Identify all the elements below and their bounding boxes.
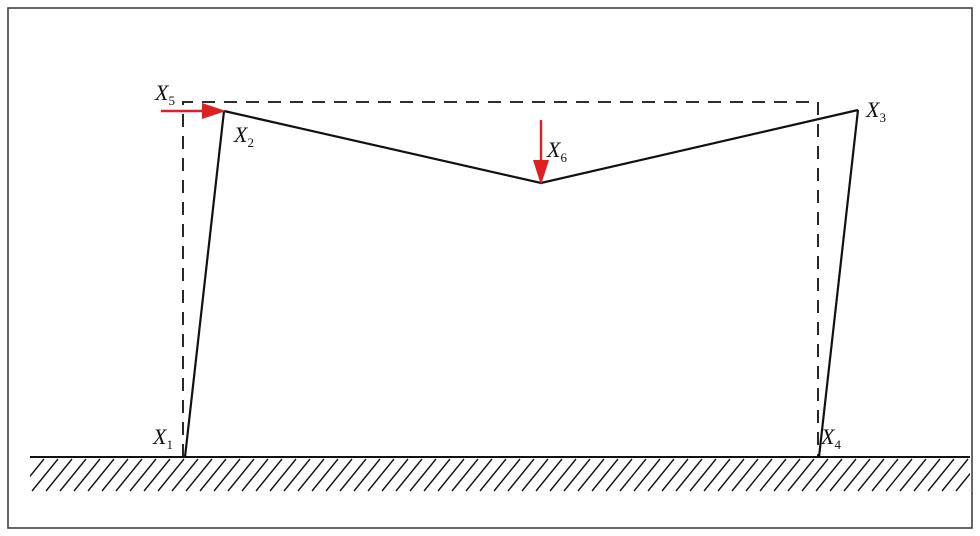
hatch-stroke <box>941 458 969 492</box>
hatch-stroke <box>759 458 787 492</box>
hatch-stroke <box>283 458 311 492</box>
hatch-stroke <box>255 458 283 492</box>
hatch-stroke <box>451 458 479 492</box>
hatch-stroke <box>171 458 199 492</box>
hatch-stroke <box>185 458 213 492</box>
hatch-stroke <box>801 458 829 492</box>
hatch-stroke <box>73 458 101 492</box>
hatch-stroke <box>325 458 353 492</box>
hatch-stroke <box>661 458 689 492</box>
hatch-stroke <box>213 458 241 492</box>
hatch-stroke <box>927 458 955 492</box>
hatch-stroke <box>143 458 171 492</box>
hatch-stroke <box>857 458 885 492</box>
label-x4: X4 <box>820 424 841 452</box>
hatch-stroke <box>479 458 507 492</box>
label-x6: X6 <box>546 137 567 165</box>
hatch-stroke <box>45 458 73 492</box>
hatch-stroke <box>731 458 759 492</box>
hatch-stroke <box>913 458 941 492</box>
hatch-stroke <box>30 458 45 478</box>
hatch-stroke <box>353 458 381 492</box>
undeformed-frame <box>182 101 819 457</box>
hatch-stroke <box>339 458 367 492</box>
hatch-stroke <box>465 458 493 492</box>
hatch-stroke <box>633 458 661 492</box>
hatch-stroke <box>241 458 269 492</box>
ground-hatching <box>30 458 970 492</box>
hatch-stroke <box>885 458 913 492</box>
hatch-stroke <box>535 458 563 492</box>
label-x5: X5 <box>154 80 175 108</box>
hatch-stroke <box>493 458 521 492</box>
hatch-stroke <box>689 458 717 492</box>
hatch-stroke <box>87 458 115 492</box>
hatch-stroke <box>269 458 297 492</box>
hatch-stroke <box>717 458 745 492</box>
hatch-stroke <box>423 458 451 492</box>
hatch-stroke <box>381 458 409 492</box>
hatch-stroke <box>591 458 619 492</box>
hatch-stroke <box>619 458 647 492</box>
hatch-stroke <box>955 472 970 492</box>
hatch-stroke <box>703 458 731 492</box>
hatch-stroke <box>871 458 899 492</box>
hatch-stroke <box>507 458 535 492</box>
hatch-stroke <box>745 458 773 492</box>
hatch-stroke <box>647 458 675 492</box>
hatch-stroke <box>521 458 549 492</box>
vertical-force-arrow-head <box>533 160 549 185</box>
hatch-stroke <box>199 458 227 492</box>
hatch-stroke <box>101 458 129 492</box>
hatch-stroke <box>409 458 437 492</box>
hatch-stroke <box>31 458 59 492</box>
hatch-stroke <box>549 458 577 492</box>
hatch-stroke <box>395 458 423 492</box>
figure-border <box>7 7 973 529</box>
hatch-stroke <box>829 458 857 492</box>
hatch-stroke <box>227 458 255 492</box>
hatch-stroke <box>899 458 927 492</box>
hatch-stroke <box>59 458 87 492</box>
deformed-right-column <box>817 109 860 458</box>
hatch-stroke <box>129 458 157 492</box>
label-x1: X1 <box>152 424 173 452</box>
hatch-stroke <box>815 458 843 492</box>
hatch-stroke <box>577 458 605 492</box>
label-x2: X2 <box>233 122 254 150</box>
hatch-stroke <box>367 458 395 492</box>
hatch-stroke <box>675 458 703 492</box>
label-x3: X3 <box>865 97 886 125</box>
hatch-stroke <box>843 458 871 492</box>
hatch-stroke <box>311 458 339 492</box>
hatch-stroke <box>437 458 465 492</box>
hatch-stroke <box>605 458 633 492</box>
hatch-stroke <box>115 458 143 492</box>
hatch-stroke <box>773 458 801 492</box>
horizontal-force-arrow-head <box>202 103 226 119</box>
hatch-stroke <box>563 458 591 492</box>
hatch-stroke <box>787 458 815 492</box>
deformed-left-column <box>183 110 226 458</box>
hatch-stroke <box>157 458 185 492</box>
hatch-stroke <box>297 458 325 492</box>
